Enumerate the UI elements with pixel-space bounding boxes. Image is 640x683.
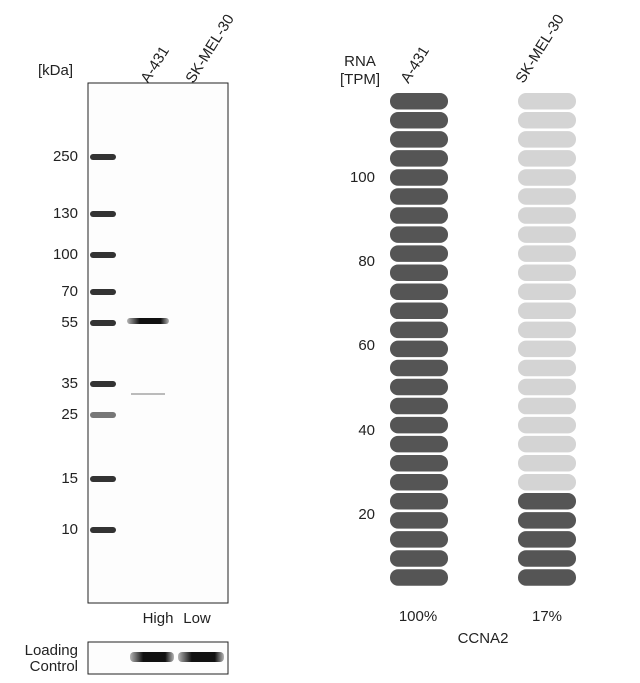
y-tick-label: 80	[358, 253, 375, 270]
ladder-label: 130	[53, 205, 78, 222]
pill	[390, 283, 448, 300]
ladder-label: 70	[61, 283, 78, 300]
ladder-band	[90, 476, 116, 482]
gene-label: CCNA2	[458, 630, 509, 647]
y-tick-label: 20	[358, 506, 375, 523]
pill	[390, 474, 448, 491]
pill	[518, 264, 576, 281]
y-tick-label: 60	[358, 337, 375, 354]
ladder-label: 10	[61, 521, 78, 538]
pill	[390, 207, 448, 224]
pill	[518, 550, 576, 567]
pill	[390, 321, 448, 339]
ladder-band	[90, 252, 116, 258]
pill	[390, 340, 448, 358]
pill	[518, 226, 576, 243]
ladder-band	[90, 527, 116, 533]
pill	[390, 169, 448, 186]
pill	[518, 378, 576, 396]
ladder-label: 100	[53, 246, 78, 263]
rna-ticks: 100 80 60 40 20	[350, 169, 375, 523]
pill	[390, 512, 448, 529]
percentage: 17%	[532, 608, 562, 625]
pill	[518, 302, 576, 320]
ladder-band	[90, 154, 116, 160]
ladder-label: 55	[61, 314, 78, 331]
band	[178, 652, 224, 662]
pill	[390, 264, 448, 281]
ladder-label: 25	[61, 406, 78, 423]
pill	[390, 397, 448, 415]
ladder-label: 250	[53, 148, 78, 165]
ladder-band	[90, 211, 116, 217]
pill	[390, 93, 448, 110]
pill	[518, 112, 576, 129]
pill	[518, 397, 576, 415]
pill	[518, 416, 576, 434]
pill	[390, 226, 448, 243]
unit-label: [kDa]	[38, 62, 73, 79]
y-tick-label: 40	[358, 422, 375, 439]
pill	[390, 493, 448, 510]
pill	[390, 550, 448, 567]
pill	[390, 188, 448, 205]
axis-label: RNA	[344, 53, 376, 70]
pill	[518, 359, 576, 377]
pill	[518, 531, 576, 548]
ladder-band	[90, 381, 116, 387]
loading-label: Control	[30, 658, 78, 675]
band	[127, 318, 169, 324]
pill	[518, 283, 576, 300]
pill	[518, 169, 576, 186]
loading-label: Loading	[25, 642, 78, 659]
pill	[518, 474, 576, 491]
pill	[518, 493, 576, 510]
pills	[390, 93, 576, 586]
column-header: SK-MEL-30	[182, 11, 238, 86]
pill	[390, 454, 448, 472]
pill	[390, 435, 448, 453]
y-tick-label: 100	[350, 169, 375, 186]
ladder: 250 130 100 70 55 35 25 15 10	[53, 148, 116, 538]
axis-label: [TPM]	[340, 71, 380, 88]
pill	[390, 416, 448, 434]
pill	[390, 359, 448, 377]
column-header: SK-MEL-30	[512, 11, 568, 86]
faint-band	[131, 393, 165, 395]
pill	[518, 340, 576, 358]
pill	[518, 512, 576, 529]
pill	[518, 569, 576, 586]
ladder-band	[90, 289, 116, 295]
column-header: A-431	[137, 43, 173, 86]
pill	[518, 93, 576, 110]
pill	[390, 131, 448, 148]
pill	[390, 112, 448, 129]
ladder-band	[90, 320, 116, 326]
pill	[518, 321, 576, 339]
level-label: High	[143, 610, 174, 627]
pill	[390, 150, 448, 167]
percentage: 100%	[399, 608, 437, 625]
level-label: Low	[183, 610, 211, 627]
pill	[518, 435, 576, 453]
pill	[390, 302, 448, 320]
ladder-band	[90, 412, 116, 418]
pill	[390, 378, 448, 396]
column-header: A-431	[397, 43, 433, 86]
pill	[518, 454, 576, 472]
pill	[518, 188, 576, 205]
pill	[518, 245, 576, 262]
band	[130, 652, 174, 662]
pill	[518, 207, 576, 224]
pill	[518, 131, 576, 148]
ladder-label: 35	[61, 375, 78, 392]
blot-panel	[87, 82, 229, 604]
ladder-label: 15	[61, 470, 78, 487]
pill	[390, 569, 448, 586]
pill	[390, 531, 448, 548]
pill	[390, 245, 448, 262]
pill	[518, 150, 576, 167]
